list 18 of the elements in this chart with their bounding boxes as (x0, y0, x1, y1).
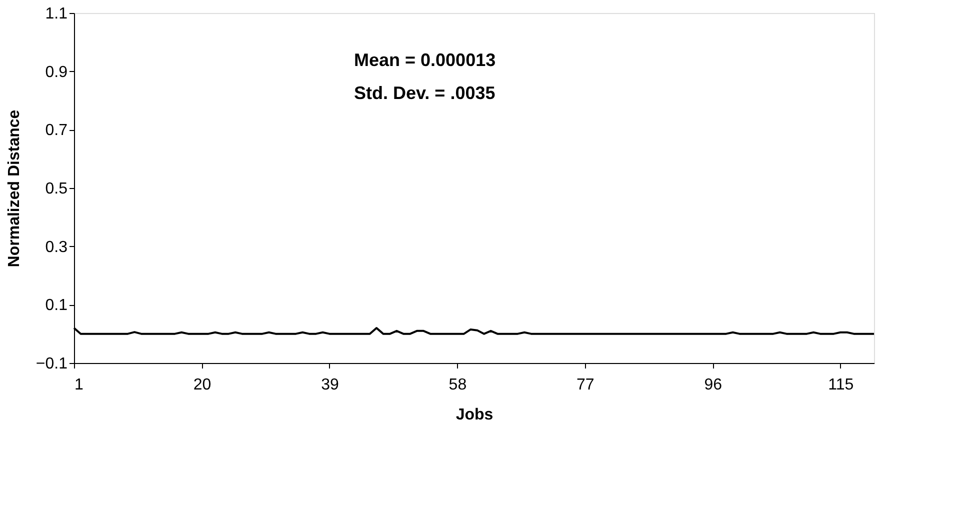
x-tick-label: 1 (74, 376, 84, 394)
annotation: Mean = 0.000013 (354, 50, 496, 70)
y-tick-label: 0.5 (45, 180, 68, 198)
x-tick-label: 96 (704, 376, 722, 394)
y-tick-label: 0.1 (45, 297, 68, 314)
x-tick-label: 115 (828, 376, 854, 394)
y-tick-label: 0.3 (45, 238, 68, 256)
x-tick-label: 58 (448, 376, 467, 394)
x-tick-label: 20 (193, 376, 212, 394)
x-tick-label: 77 (576, 376, 594, 394)
x-axis-title: Jobs (456, 406, 494, 424)
y-axis-title: Normalized Distance (6, 110, 23, 268)
y-tick-label: 0.9 (45, 64, 68, 81)
y-tick-label: 0.7 (45, 122, 68, 140)
annotation: Std. Dev. = .0035 (354, 83, 496, 103)
x-tick-label: 39 (321, 376, 339, 394)
y-tick-label: −0.1 (36, 356, 68, 372)
y-tick-label: 1.1 (45, 6, 68, 22)
